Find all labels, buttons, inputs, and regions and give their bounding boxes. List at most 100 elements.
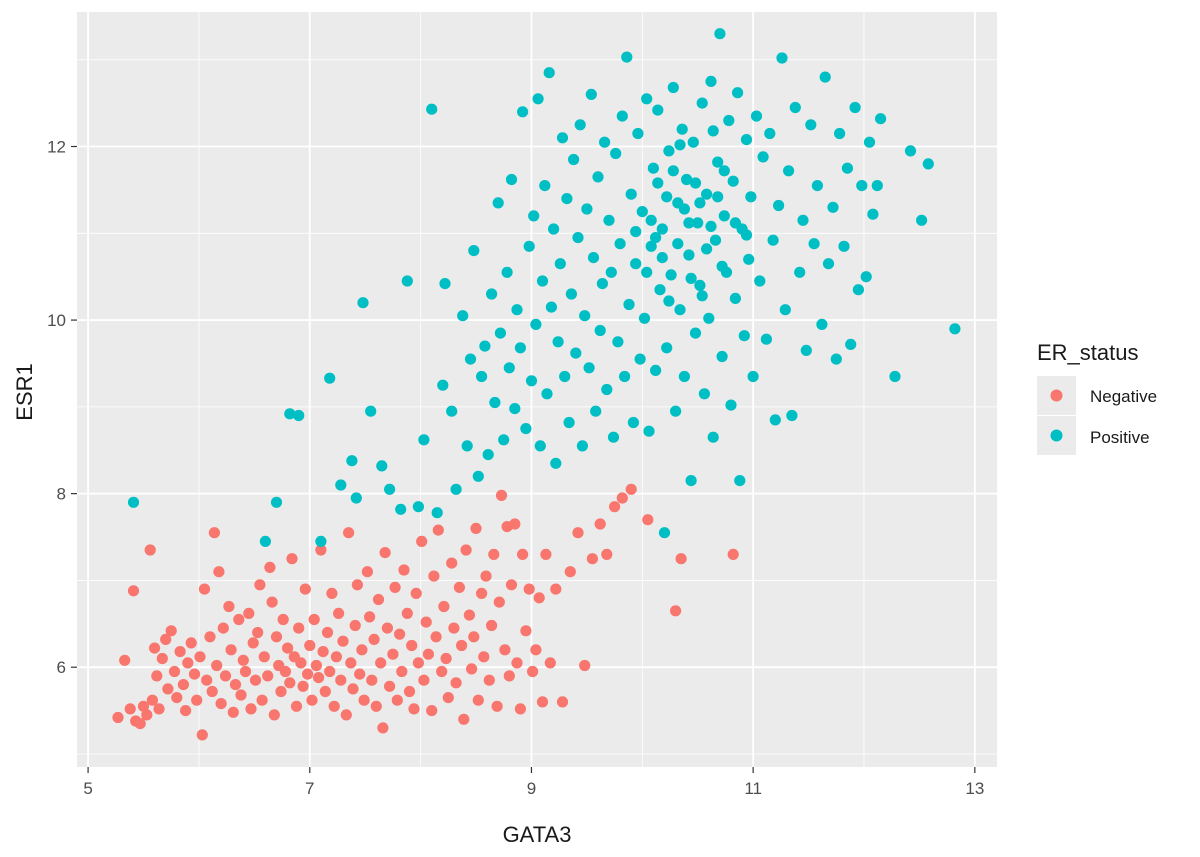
data-point: [636, 206, 648, 218]
data-point: [528, 210, 540, 222]
data-point: [675, 553, 687, 565]
data-point: [681, 173, 693, 186]
data-point: [856, 180, 868, 192]
data-point: [337, 635, 349, 647]
x-tick-label: 13: [965, 779, 984, 798]
data-point: [509, 518, 521, 530]
data-point: [146, 694, 158, 706]
data-point: [412, 657, 424, 669]
data-point: [556, 132, 569, 144]
data-point: [670, 405, 682, 417]
data-point: [372, 593, 385, 606]
data-point: [834, 127, 846, 140]
data-point: [667, 165, 679, 177]
data-point: [594, 324, 606, 337]
data-point: [729, 292, 742, 304]
data-point: [439, 278, 451, 290]
data-point: [696, 290, 708, 302]
data-point: [520, 625, 532, 637]
data-point: [757, 151, 769, 163]
data-point: [450, 677, 462, 689]
data-point: [550, 583, 562, 595]
y-tick-label: 6: [57, 658, 66, 677]
data-point: [889, 370, 901, 383]
data-point: [177, 679, 189, 691]
data-point: [532, 93, 544, 105]
data-point: [750, 110, 763, 122]
data-point: [476, 370, 488, 383]
data-point: [480, 570, 492, 582]
data-point: [366, 674, 378, 686]
data-point: [494, 327, 506, 339]
data-point: [745, 191, 757, 203]
data-point: [545, 301, 558, 313]
data-point: [871, 180, 883, 192]
data-point: [729, 217, 742, 229]
data-point: [306, 694, 318, 706]
data-point: [632, 127, 644, 140]
data-point: [514, 703, 527, 715]
data-point: [472, 470, 484, 482]
data-point: [270, 496, 283, 508]
data-point: [520, 423, 532, 435]
x-tick-label: 5: [83, 779, 92, 798]
data-point: [727, 548, 739, 561]
data-point: [436, 665, 448, 678]
data-point: [794, 266, 806, 278]
data-point: [340, 709, 352, 721]
data-point: [539, 180, 551, 192]
data-point: [619, 370, 631, 383]
data-point: [841, 162, 854, 174]
data-point: [191, 694, 203, 706]
data-point: [661, 191, 673, 203]
data-point: [493, 596, 505, 608]
data-point: [326, 587, 338, 600]
data-point: [162, 683, 174, 695]
data-point: [683, 217, 695, 229]
axes: 5 7 9 11 13 6 8 10 12: [47, 138, 984, 798]
data-point: [585, 88, 597, 100]
data-point: [492, 197, 504, 209]
data-point: [420, 616, 432, 628]
data-point: [712, 156, 724, 168]
x-axis-title: GATA3: [503, 822, 572, 847]
data-point: [227, 706, 239, 718]
data-point: [533, 592, 545, 604]
data-point: [712, 191, 724, 203]
data-point: [530, 644, 542, 656]
data-point: [645, 240, 657, 252]
data-point: [156, 652, 168, 665]
data-point: [185, 637, 197, 649]
data-point: [249, 674, 262, 686]
data-point: [315, 535, 327, 548]
data-point: [333, 607, 345, 620]
data-point: [630, 226, 642, 238]
data-point: [867, 208, 879, 220]
data-point: [641, 266, 653, 278]
data-point: [747, 370, 759, 383]
data-point: [354, 668, 366, 680]
data-point: [783, 165, 795, 177]
legend-label-negative: Negative: [1090, 387, 1157, 406]
data-point: [256, 694, 268, 706]
data-point: [127, 585, 140, 597]
data-point: [151, 670, 163, 682]
data-point: [786, 409, 798, 422]
data-point: [440, 652, 452, 665]
data-point: [328, 700, 340, 712]
data-point: [596, 278, 609, 290]
data-point: [650, 232, 662, 244]
data-point: [450, 483, 462, 495]
data-point: [561, 193, 573, 205]
data-point: [482, 449, 494, 461]
data-point: [630, 258, 642, 270]
data-point: [616, 110, 628, 122]
data-point: [607, 431, 620, 443]
data-point: [426, 705, 438, 717]
data-point: [716, 350, 728, 363]
data-point: [299, 583, 311, 595]
data-point: [505, 579, 518, 591]
data-point: [458, 713, 470, 725]
data-point: [559, 370, 571, 383]
data-point: [805, 119, 817, 131]
